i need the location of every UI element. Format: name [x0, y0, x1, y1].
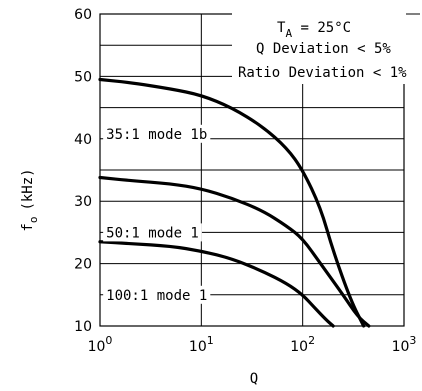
y-tick-label: 20 — [74, 257, 92, 273]
y-tick-label: 60 — [74, 7, 92, 23]
series-label-1: 35:1 mode 1b — [106, 127, 207, 143]
x-tick-label: 101 — [189, 334, 214, 355]
series-label-background — [103, 223, 202, 242]
x-tick-label: 102 — [290, 334, 315, 355]
series-label-3: 100:1 mode 1 — [106, 288, 207, 304]
x-tick-label: 100 — [88, 334, 113, 355]
y-tick-label: 10 — [74, 319, 92, 335]
annotation-background — [232, 12, 406, 84]
annotation-q-deviation: Q Deviation < 5% — [256, 41, 391, 57]
series-label-background — [103, 285, 211, 304]
chart-labels: 35:1 mode 1b 50:1 mode 1 100:1 mode 1 — [103, 124, 211, 304]
series-label-2: 50:1 mode 1 — [106, 225, 199, 241]
chart-annotations: TA = 25°C Q Deviation < 5% Ratio Deviati… — [232, 12, 407, 84]
x-tick-label: 103 — [392, 334, 417, 355]
annotation-ratio-deviation: Ratio Deviation < 1% — [238, 65, 407, 81]
chart-ticks: 10 20 30 40 50 60 100 101 102 103 — [74, 7, 416, 355]
x-axis-label: Q — [250, 371, 258, 387]
annotation-ta: TA = 25°C — [277, 20, 351, 40]
y-axis-label: fo(kHz) — [20, 168, 40, 231]
series-line-1 — [98, 77, 366, 328]
series-label-background — [103, 124, 211, 143]
series-line-3 — [98, 240, 335, 328]
chart-series — [98, 77, 371, 328]
y-tick-label: 50 — [74, 69, 92, 85]
series-line-2 — [98, 175, 371, 328]
chart-axis-labels: fo(kHz) Q — [20, 168, 258, 387]
y-tick-label: 40 — [74, 132, 92, 148]
y-tick-label: 30 — [74, 194, 92, 210]
